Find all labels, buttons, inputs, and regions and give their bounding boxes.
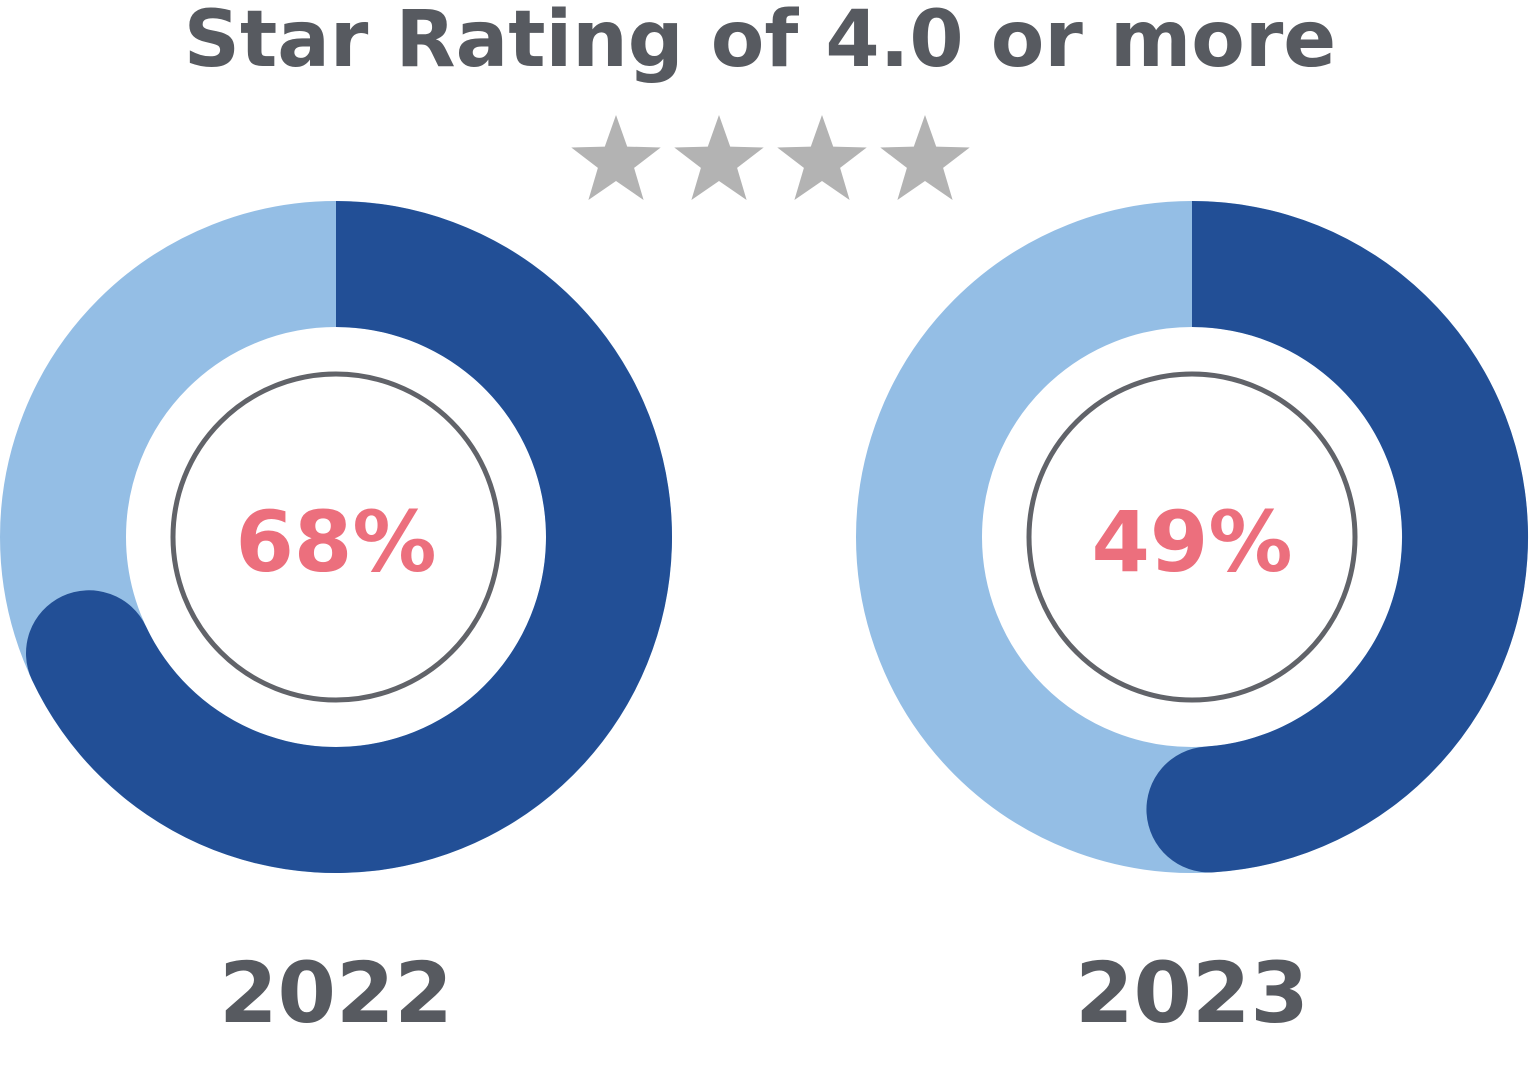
donut-chart-2022: 68% 2022 bbox=[0, 201, 673, 1042]
donut-category-label-2022: 2022 bbox=[219, 944, 453, 1042]
donut-value-arc-2022 bbox=[25, 201, 673, 874]
donut-charts: 68% 2022 49% 2023 bbox=[0, 201, 1529, 1042]
star-icon bbox=[880, 115, 970, 200]
star-icon bbox=[777, 115, 867, 200]
donut-inner-ring-2023 bbox=[1026, 371, 1358, 703]
chart-title: Star Rating of 4.0 or more bbox=[184, 0, 1336, 85]
donut-chart-2023: 49% 2023 bbox=[856, 201, 1529, 1042]
star-icon bbox=[674, 115, 764, 200]
donut-value-label-2023: 49% bbox=[1091, 493, 1292, 591]
star-icon bbox=[571, 115, 661, 200]
donut-value-label-2022: 68% bbox=[235, 493, 436, 591]
donut-value-arc-2023 bbox=[1146, 201, 1529, 873]
donut-inner-ring-2022 bbox=[170, 371, 502, 703]
donut-category-label-2023: 2023 bbox=[1075, 944, 1309, 1042]
star-row bbox=[571, 115, 970, 200]
